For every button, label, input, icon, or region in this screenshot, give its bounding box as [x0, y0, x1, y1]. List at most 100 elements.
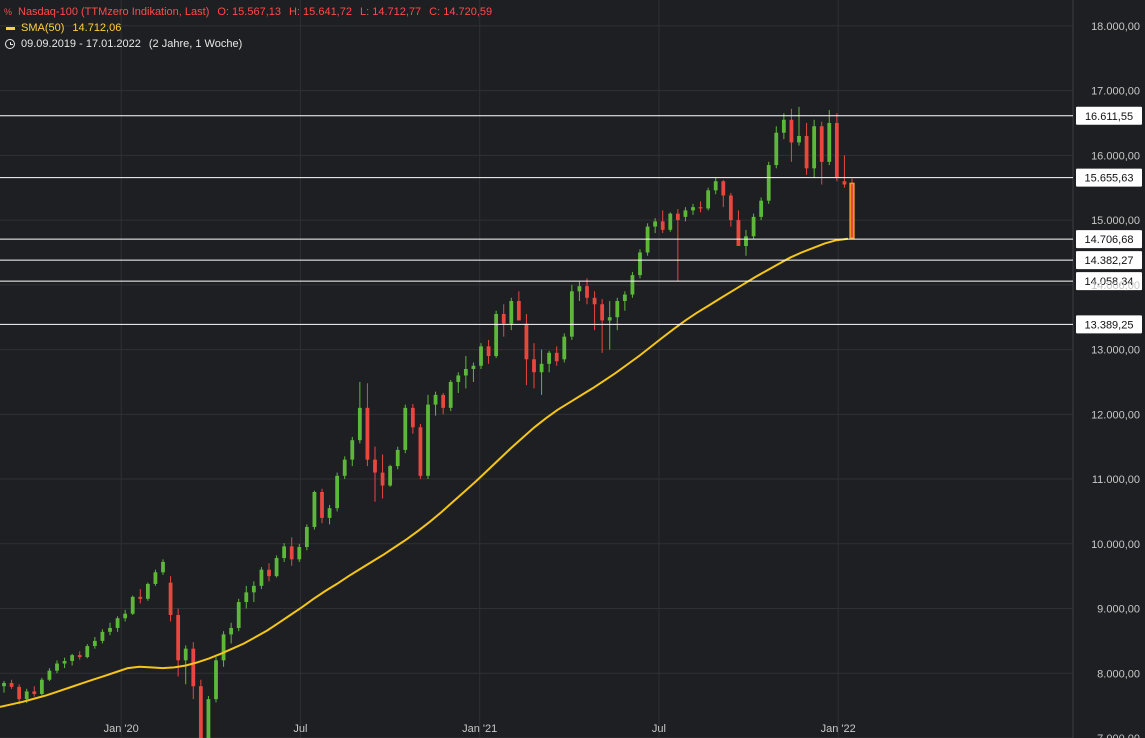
level-label-box — [1076, 251, 1142, 270]
level: 15.655,63 — [0, 168, 1142, 187]
level: 14.382,27 — [0, 251, 1142, 270]
candle — [592, 291, 597, 331]
level-label-box — [1076, 106, 1142, 125]
candle-body — [39, 679, 44, 694]
candle — [206, 695, 211, 738]
candle-body — [774, 132, 779, 166]
sma-line — [0, 237, 849, 708]
candle-body — [494, 313, 499, 357]
candle — [77, 651, 82, 660]
candle-body — [176, 615, 181, 661]
candle — [607, 301, 612, 350]
candle — [130, 595, 135, 615]
candle-body — [698, 207, 703, 209]
level-label-box — [1076, 272, 1142, 291]
candle-body — [418, 427, 423, 476]
candle — [736, 210, 741, 246]
candle-body — [524, 323, 529, 360]
candle — [585, 278, 589, 305]
candle-body — [713, 181, 718, 191]
level-label: 15.655,63 — [1085, 173, 1134, 185]
candle-body — [388, 466, 393, 486]
candle — [327, 504, 332, 525]
candle — [789, 108, 794, 162]
candle-body — [721, 181, 726, 196]
candle-body — [62, 660, 67, 664]
candle-body — [728, 195, 733, 221]
candle — [335, 472, 340, 512]
candle-body — [236, 602, 241, 628]
level-label: 14.382,27 — [1085, 255, 1134, 267]
candle-body — [819, 126, 824, 162]
candle — [448, 380, 453, 412]
candle-body — [410, 407, 415, 428]
candle-body — [577, 286, 582, 292]
candle — [660, 210, 665, 234]
candle — [282, 543, 287, 562]
legend-range-row: 09.09.2019 - 17.01.2022 (2 Jahre, 1 Woch… — [4, 36, 492, 52]
candle — [441, 392, 446, 415]
candle — [653, 218, 658, 234]
candle — [85, 644, 90, 659]
candle-body — [17, 686, 22, 700]
candle-body — [373, 459, 377, 473]
candle-body — [244, 592, 249, 603]
candle-body — [312, 492, 317, 527]
candle-body — [479, 346, 483, 366]
level-label: 16.611,55 — [1085, 111, 1133, 123]
candle-body — [335, 475, 340, 509]
candle — [357, 381, 362, 444]
candle-body — [9, 682, 14, 687]
x-axis: Jan '20 Jul Jan '21 Jul Jan '22 — [104, 723, 856, 735]
candle-body — [304, 526, 309, 548]
candle-body — [183, 648, 188, 661]
candle-body — [471, 365, 476, 369]
candle-body — [395, 449, 400, 467]
candle — [342, 456, 347, 480]
y-tick-label: 9.000,00 — [1097, 604, 1140, 616]
candle-body — [138, 596, 143, 599]
level-label: 14.058,34 — [1085, 276, 1134, 288]
candle-body — [668, 213, 673, 230]
candle — [834, 113, 839, 182]
candles — [2, 106, 855, 738]
candle — [721, 179, 726, 208]
sma-swatch — [6, 26, 15, 30]
candle — [153, 569, 158, 586]
candle-body — [600, 304, 605, 321]
candle — [842, 155, 847, 188]
candle — [524, 313, 529, 386]
candle-body — [92, 640, 97, 647]
candle — [229, 622, 234, 644]
candle — [797, 106, 801, 146]
legend-range: 09.09.2019 - 17.01.2022 — [21, 38, 141, 50]
candle-body — [259, 569, 264, 586]
grid — [0, 25, 1073, 738]
level-label-box — [1076, 315, 1142, 334]
candle-body — [592, 297, 597, 305]
candle — [62, 657, 67, 669]
candle — [622, 291, 627, 311]
candle — [600, 299, 605, 353]
candle-body — [198, 686, 203, 738]
candle-body — [509, 301, 514, 324]
legend-sma-value: 14.712,06 — [72, 22, 122, 34]
candle-body — [282, 546, 287, 559]
candle-body — [456, 375, 461, 382]
candle — [479, 343, 483, 369]
y-tick-label: 18.000,00 — [1091, 21, 1140, 33]
candle — [388, 464, 393, 487]
candle-body — [448, 381, 453, 408]
candle-body — [2, 682, 6, 687]
candle-body — [403, 407, 408, 450]
level: 13.389,25 — [0, 315, 1142, 334]
candle — [532, 343, 536, 389]
level: 14.058,34 — [0, 272, 1142, 291]
candle — [691, 203, 695, 215]
candle — [191, 642, 196, 700]
candle — [2, 681, 6, 693]
candle — [47, 668, 52, 682]
candle — [251, 581, 256, 603]
candle-body — [70, 655, 75, 661]
